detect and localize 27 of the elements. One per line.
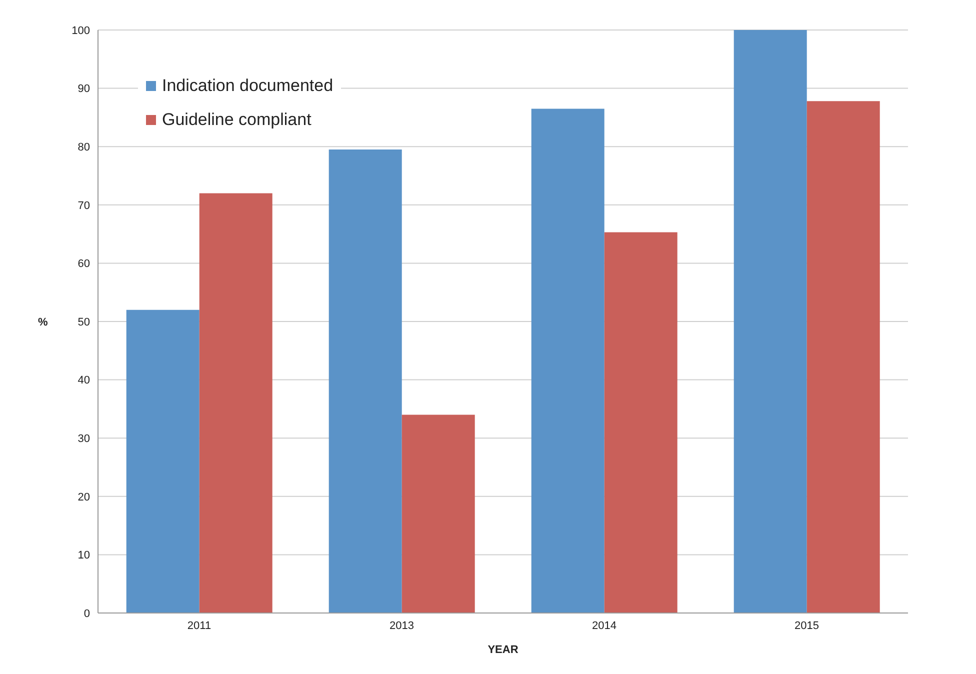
x-tick-label: 2014 [592, 620, 616, 632]
bar [531, 108, 604, 613]
y-tick-label: 80 [78, 142, 90, 154]
x-tick-label: 2015 [794, 620, 819, 632]
x-tick-label: 2013 [390, 620, 414, 632]
legend-label: Indication documented [162, 75, 334, 97]
bar [328, 150, 402, 613]
bar [734, 30, 807, 613]
bar [126, 310, 200, 613]
y-tick-label: 90 [78, 83, 90, 96]
x-tick-label: 2011 [187, 620, 212, 632]
y-tick-label: 50 [78, 316, 90, 328]
y-tick-label: 20 [78, 491, 90, 504]
y-tick-label: 0 [84, 608, 90, 620]
y-tick-label: 30 [78, 433, 90, 446]
bar [806, 101, 880, 613]
y-axis-title: % [38, 316, 48, 328]
x-axis-title: YEAR [488, 644, 518, 656]
bar [402, 414, 475, 613]
y-tick-label: 10 [78, 550, 90, 562]
legend-label: Guideline compliant [162, 109, 312, 131]
y-tick-label: 70 [78, 200, 90, 212]
y-tick-label: 60 [78, 258, 90, 270]
y-tick-label: 40 [78, 374, 90, 387]
bar [604, 232, 678, 613]
y-tick-label: 100 [72, 24, 90, 37]
bar [199, 193, 272, 613]
